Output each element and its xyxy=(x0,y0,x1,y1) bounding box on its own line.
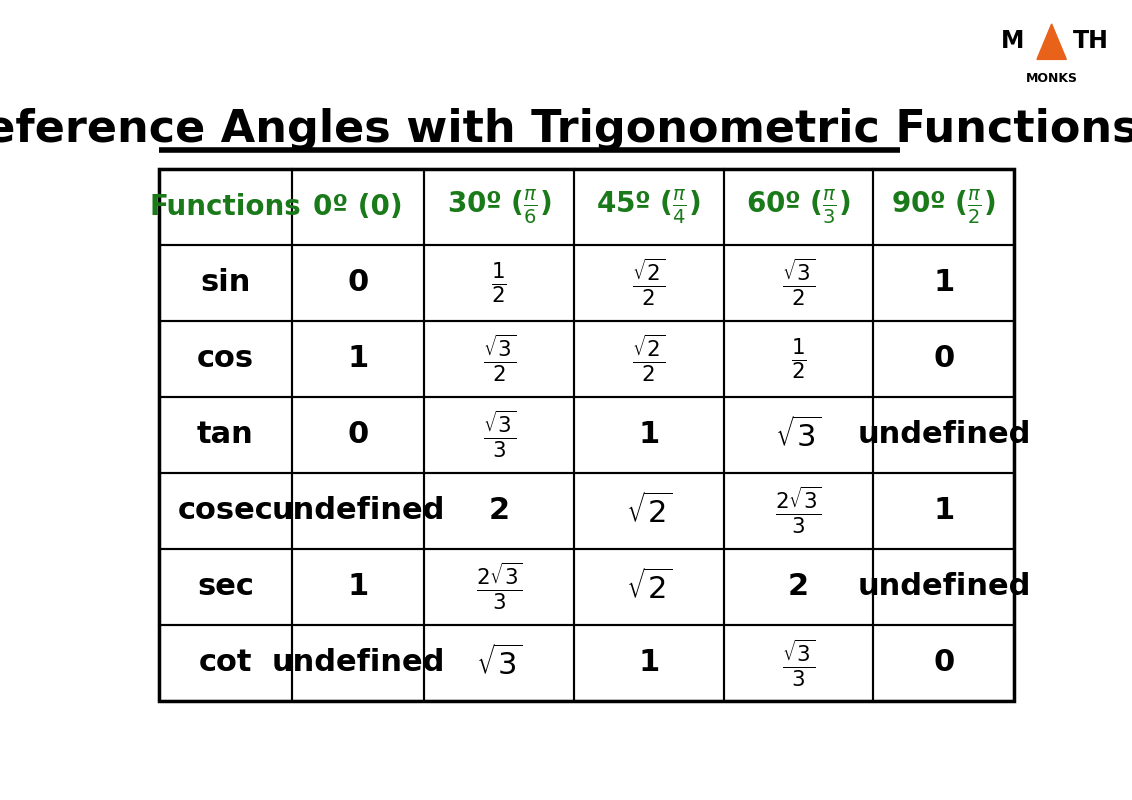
Bar xyxy=(158,549,292,625)
Text: undefined: undefined xyxy=(857,572,1030,602)
Bar xyxy=(424,625,574,701)
Bar xyxy=(574,321,723,397)
Bar xyxy=(873,625,1014,701)
Bar xyxy=(158,473,292,549)
Bar xyxy=(873,549,1014,625)
Text: 1: 1 xyxy=(638,648,659,678)
Bar xyxy=(574,625,723,701)
Text: M: M xyxy=(1001,30,1024,54)
Bar xyxy=(292,245,424,321)
Text: $\frac{\sqrt{3}}{3}$: $\frac{\sqrt{3}}{3}$ xyxy=(782,638,815,689)
Text: 60º ($\frac{\pi}{3}$): 60º ($\frac{\pi}{3}$) xyxy=(746,187,851,226)
Text: $\sqrt{2}$: $\sqrt{2}$ xyxy=(626,569,672,605)
Bar xyxy=(574,245,723,321)
Text: sec: sec xyxy=(197,572,254,602)
Polygon shape xyxy=(1037,24,1066,59)
Text: 0: 0 xyxy=(348,268,369,298)
Bar xyxy=(292,321,424,397)
Text: 45º ($\frac{\pi}{4}$): 45º ($\frac{\pi}{4}$) xyxy=(597,187,701,226)
Text: undefined: undefined xyxy=(272,648,445,678)
Bar xyxy=(424,169,574,245)
Bar xyxy=(723,473,873,549)
Text: 0: 0 xyxy=(933,344,954,374)
Text: sin: sin xyxy=(200,268,250,298)
Text: $\frac{1}{2}$: $\frac{1}{2}$ xyxy=(790,336,806,382)
Text: undefined: undefined xyxy=(272,496,445,526)
Bar xyxy=(723,169,873,245)
Text: MONKS: MONKS xyxy=(1026,72,1078,85)
Bar xyxy=(723,549,873,625)
Text: 1: 1 xyxy=(638,420,659,450)
Text: 1: 1 xyxy=(348,344,369,374)
Bar xyxy=(158,625,292,701)
Bar xyxy=(292,397,424,473)
Text: $\sqrt{2}$: $\sqrt{2}$ xyxy=(626,493,672,529)
Bar xyxy=(873,397,1014,473)
Bar xyxy=(158,245,292,321)
Bar xyxy=(574,397,723,473)
Text: $\frac{1}{2}$: $\frac{1}{2}$ xyxy=(491,260,507,306)
Bar xyxy=(424,397,574,473)
Bar xyxy=(873,321,1014,397)
Bar xyxy=(158,169,292,245)
Text: 0: 0 xyxy=(348,420,369,450)
Text: 0: 0 xyxy=(933,648,954,678)
Text: $\frac{\sqrt{3}}{2}$: $\frac{\sqrt{3}}{2}$ xyxy=(482,333,515,384)
Text: cos: cos xyxy=(197,344,254,374)
Bar xyxy=(292,549,424,625)
Bar xyxy=(723,625,873,701)
Text: $\sqrt{3}$: $\sqrt{3}$ xyxy=(475,645,522,681)
Text: $\frac{\sqrt{2}}{2}$: $\frac{\sqrt{2}}{2}$ xyxy=(632,257,666,308)
Bar xyxy=(424,245,574,321)
Bar xyxy=(723,321,873,397)
Bar xyxy=(424,549,574,625)
Bar xyxy=(158,321,292,397)
Bar xyxy=(873,473,1014,549)
Bar xyxy=(574,169,723,245)
Text: 0º (0): 0º (0) xyxy=(314,193,403,221)
Text: $\sqrt{3}$: $\sqrt{3}$ xyxy=(775,417,822,453)
Bar xyxy=(574,549,723,625)
Text: 30º ($\frac{\pi}{6}$): 30º ($\frac{\pi}{6}$) xyxy=(447,187,551,226)
Bar xyxy=(292,625,424,701)
Text: undefined: undefined xyxy=(857,420,1030,450)
Text: $\frac{\sqrt{2}}{2}$: $\frac{\sqrt{2}}{2}$ xyxy=(632,333,666,384)
Text: 1: 1 xyxy=(348,572,369,602)
Bar xyxy=(873,169,1014,245)
Bar xyxy=(292,473,424,549)
Bar xyxy=(158,397,292,473)
Text: $\frac{2\sqrt{3}}{3}$: $\frac{2\sqrt{3}}{3}$ xyxy=(775,486,822,537)
Text: Functions: Functions xyxy=(149,193,301,221)
Bar xyxy=(574,473,723,549)
Bar xyxy=(873,245,1014,321)
Text: 1: 1 xyxy=(933,268,954,298)
Bar xyxy=(158,169,1014,701)
Text: TH: TH xyxy=(1073,30,1108,54)
Text: 2: 2 xyxy=(788,572,809,602)
Bar xyxy=(723,397,873,473)
Text: $\frac{\sqrt{3}}{3}$: $\frac{\sqrt{3}}{3}$ xyxy=(482,409,515,461)
Text: $\frac{2\sqrt{3}}{3}$: $\frac{2\sqrt{3}}{3}$ xyxy=(475,562,522,613)
Bar xyxy=(424,473,574,549)
Text: Reference Angles with Trigonometric Functions: Reference Angles with Trigonometric Func… xyxy=(0,108,1132,151)
Text: cot: cot xyxy=(198,648,252,678)
Text: 2: 2 xyxy=(489,496,509,526)
Bar xyxy=(292,169,424,245)
Text: 90º ($\frac{\pi}{2}$): 90º ($\frac{\pi}{2}$) xyxy=(891,187,996,226)
Text: $\frac{\sqrt{3}}{2}$: $\frac{\sqrt{3}}{2}$ xyxy=(782,257,815,308)
Text: tan: tan xyxy=(197,420,254,450)
Bar xyxy=(424,321,574,397)
Text: cosec: cosec xyxy=(178,496,273,526)
Text: 1: 1 xyxy=(933,496,954,526)
Bar xyxy=(723,245,873,321)
